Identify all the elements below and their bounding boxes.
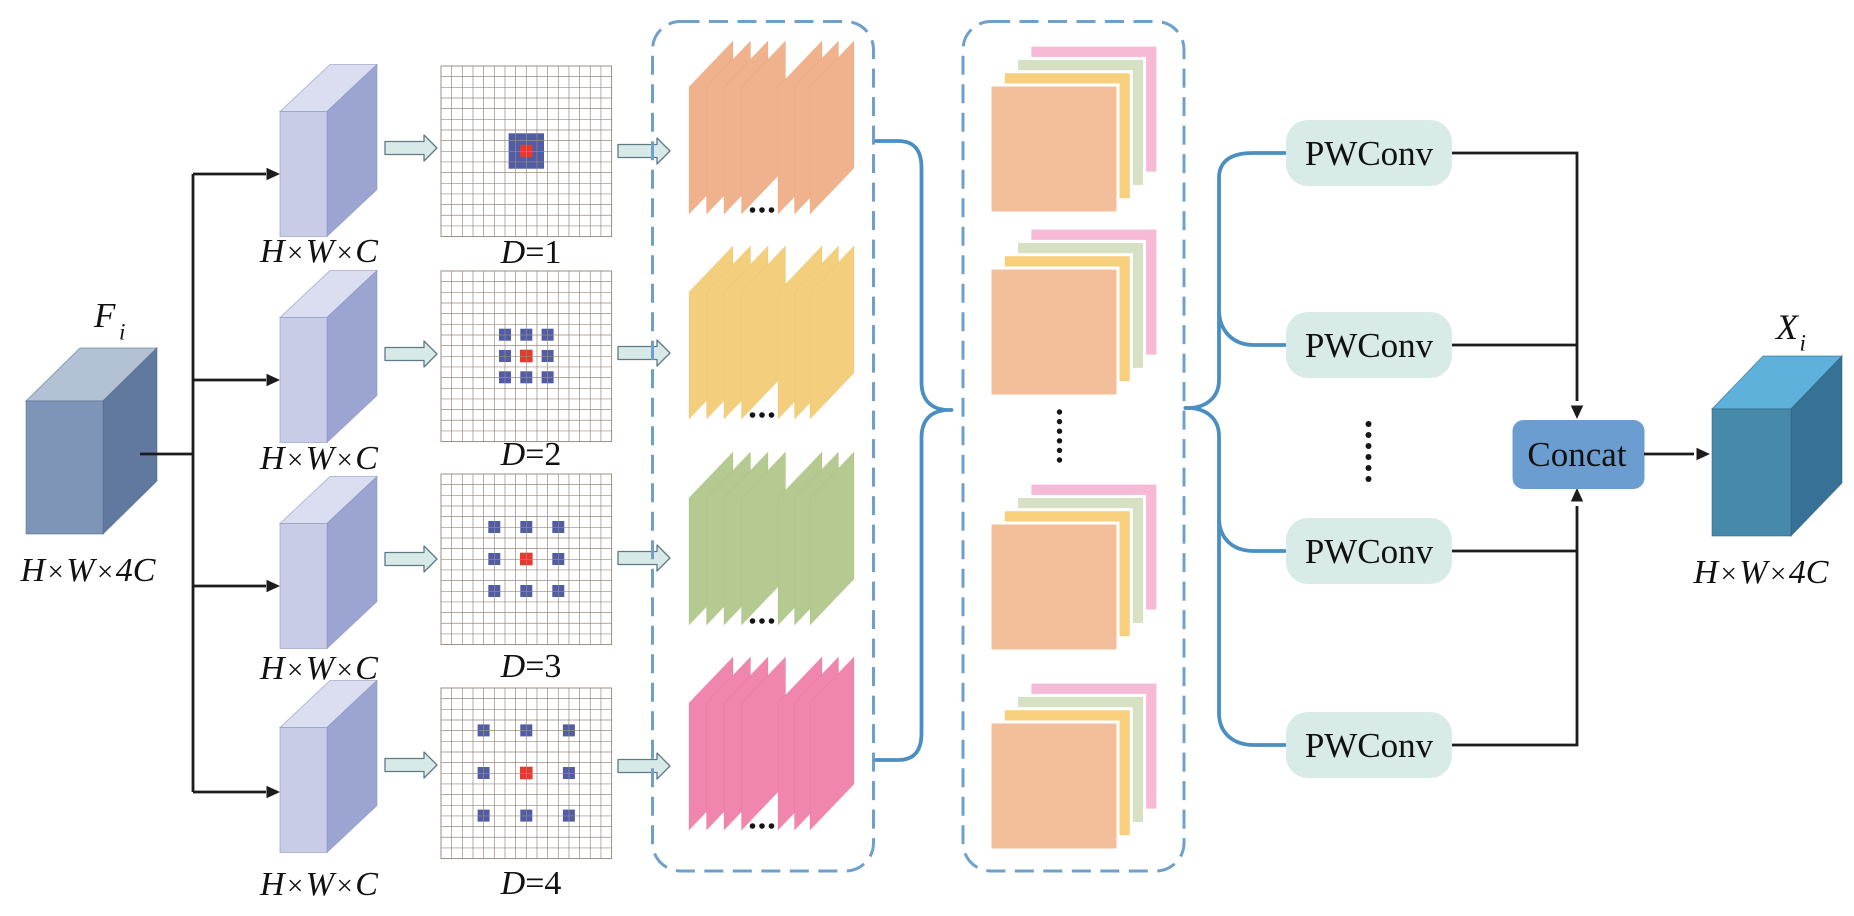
svg-text:H × W × C: H × W × C <box>259 233 378 270</box>
svg-text:D=4: D=4 <box>500 865 562 902</box>
svg-text:D=2: D=2 <box>500 436 562 473</box>
svg-text:i: i <box>1800 331 1806 356</box>
svg-text:PWConv: PWConv <box>1305 726 1434 765</box>
svg-text:D=3: D=3 <box>500 648 562 685</box>
svg-text:F: F <box>93 296 116 335</box>
svg-text:X: X <box>1774 307 1800 347</box>
svg-text:PWConv: PWConv <box>1305 134 1434 173</box>
svg-text:H × W × C: H × W × C <box>259 440 378 477</box>
svg-text:H × W × C: H × W × C <box>259 866 378 903</box>
svg-text:i: i <box>119 320 125 345</box>
svg-text:D=1: D=1 <box>500 234 562 271</box>
svg-text:H × W × C: H × W × C <box>259 650 378 687</box>
svg-text:H × W × 4C: H × W × 4C <box>20 552 156 589</box>
svg-text:PWConv: PWConv <box>1305 326 1434 365</box>
svg-text:Concat: Concat <box>1527 435 1626 474</box>
svg-text:H × W × 4C: H × W × 4C <box>1693 554 1829 591</box>
svg-text:PWConv: PWConv <box>1305 532 1434 571</box>
